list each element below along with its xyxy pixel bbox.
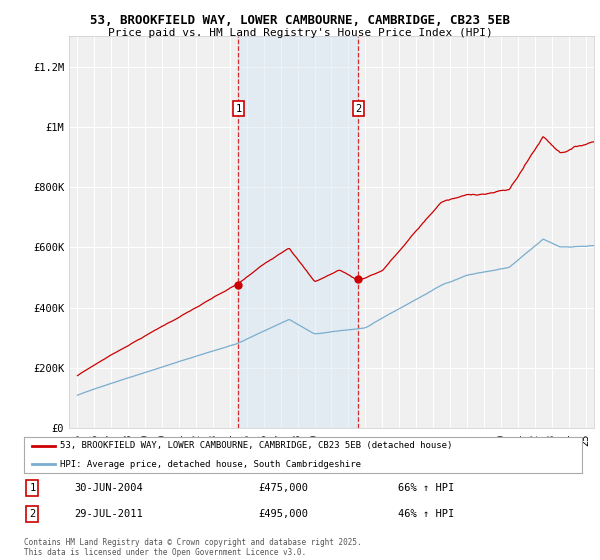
Text: £495,000: £495,000 bbox=[259, 509, 308, 519]
Text: 53, BROOKFIELD WAY, LOWER CAMBOURNE, CAMBRIDGE, CB23 5EB (detached house): 53, BROOKFIELD WAY, LOWER CAMBOURNE, CAM… bbox=[60, 441, 452, 450]
Text: 46% ↑ HPI: 46% ↑ HPI bbox=[398, 509, 454, 519]
Text: Price paid vs. HM Land Registry's House Price Index (HPI): Price paid vs. HM Land Registry's House … bbox=[107, 28, 493, 38]
Text: 30-JUN-2004: 30-JUN-2004 bbox=[74, 483, 143, 493]
Text: HPI: Average price, detached house, South Cambridgeshire: HPI: Average price, detached house, Sout… bbox=[60, 460, 361, 469]
Text: 29-JUL-2011: 29-JUL-2011 bbox=[74, 509, 143, 519]
Text: 66% ↑ HPI: 66% ↑ HPI bbox=[398, 483, 454, 493]
Text: £475,000: £475,000 bbox=[259, 483, 308, 493]
Text: 2: 2 bbox=[29, 509, 35, 519]
Text: 2: 2 bbox=[355, 104, 361, 114]
Text: Contains HM Land Registry data © Crown copyright and database right 2025.
This d: Contains HM Land Registry data © Crown c… bbox=[24, 538, 362, 557]
Text: 1: 1 bbox=[235, 104, 241, 114]
Bar bbox=[238, 36, 358, 428]
Text: 1: 1 bbox=[29, 483, 35, 493]
Text: 53, BROOKFIELD WAY, LOWER CAMBOURNE, CAMBRIDGE, CB23 5EB: 53, BROOKFIELD WAY, LOWER CAMBOURNE, CAM… bbox=[90, 14, 510, 27]
